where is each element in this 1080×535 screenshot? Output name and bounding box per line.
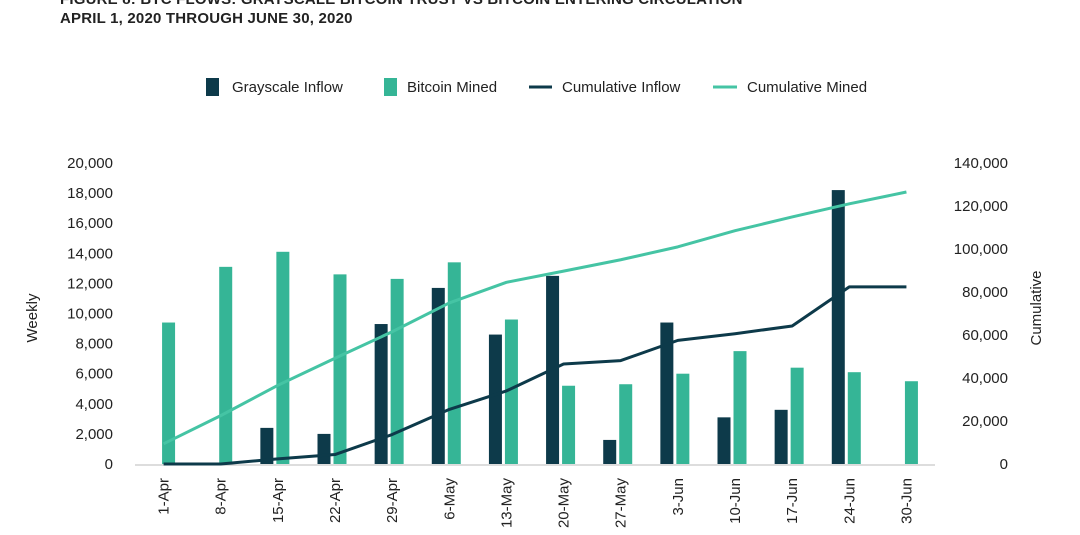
x-tick-label: 3-Jun xyxy=(670,478,687,516)
legend-swatch-bitcoin-mined xyxy=(384,78,397,96)
legend-swatch-grayscale-inflow xyxy=(206,78,219,96)
legend-label-cumulative-inflow: Cumulative Inflow xyxy=(562,79,681,96)
y2-axis-title: Cumulative xyxy=(1028,270,1045,345)
y-tick-label: 14,000 xyxy=(67,245,113,262)
y-tick-label: 6,000 xyxy=(75,366,113,383)
bar-grayscale-inflow xyxy=(774,409,788,464)
line-cumulative-inflow xyxy=(163,285,907,466)
y-tick-label: 8,000 xyxy=(75,336,113,353)
bar-bitcoin-mined xyxy=(790,367,804,464)
bar-grayscale-inflow xyxy=(374,324,388,464)
x-tick-label: 17-Jun xyxy=(784,478,801,524)
y-tick-label: 16,000 xyxy=(67,215,113,232)
bar-bitcoin-mined xyxy=(390,278,404,464)
x-tick-label: 22-Apr xyxy=(327,478,344,523)
x-tick-label: 20-May xyxy=(556,478,573,529)
legend-label-cumulative-mined: Cumulative Mined xyxy=(747,79,867,96)
y2-tick-label: 0 xyxy=(1000,456,1008,473)
y2-tick-label: 40,000 xyxy=(962,370,1008,387)
bar-grayscale-inflow xyxy=(717,417,731,464)
y-tick-label: 4,000 xyxy=(75,396,113,413)
x-tick-label: 15-Apr xyxy=(270,478,287,523)
bar-bitcoin-mined xyxy=(162,322,176,464)
bar-grayscale-inflow xyxy=(431,287,445,464)
bar-bitcoin-mined xyxy=(904,381,918,464)
x-tick-label: 8-Apr xyxy=(213,478,230,515)
x-tick-label: 6-May xyxy=(441,478,458,520)
y-tick-label: 10,000 xyxy=(67,306,113,323)
y-tick-label: 12,000 xyxy=(67,275,113,292)
y-axis-title: Weekly xyxy=(24,293,41,342)
y2-tick-label: 20,000 xyxy=(962,413,1008,430)
y2-tick-label: 100,000 xyxy=(954,241,1008,258)
legend-label-bitcoin-mined: Bitcoin Mined xyxy=(407,79,497,96)
bar-grayscale-inflow xyxy=(488,334,502,464)
bar-bitcoin-mined xyxy=(847,372,861,464)
bar-bitcoin-mined xyxy=(276,251,290,464)
line-cumulative-mined xyxy=(162,190,907,446)
bar-bitcoin-mined xyxy=(562,385,576,464)
y-tick-label: 18,000 xyxy=(67,185,113,202)
bar-bitcoin-mined xyxy=(219,266,233,464)
y-tick-label: 2,000 xyxy=(75,426,113,443)
y-tick-label: 0 xyxy=(105,456,113,473)
x-tick-label: 30-Jun xyxy=(898,478,915,524)
chart-title: FIGURE 8: BTC FLOWS: GRAYSCALE BITCOIN T… xyxy=(60,0,743,8)
legend: Grayscale Inflow Bitcoin Mined Cumulativ… xyxy=(206,78,867,96)
chart-subtitle: APRIL 1, 2020 THROUGH JUNE 30, 2020 xyxy=(60,10,353,27)
bar-bitcoin-mined xyxy=(733,351,747,464)
y2-tick-label: 140,000 xyxy=(954,155,1008,172)
x-tick-label: 1-Apr xyxy=(156,478,173,515)
bar-grayscale-inflow xyxy=(317,433,331,464)
bar-grayscale-inflow xyxy=(603,439,617,464)
x-tick-label: 29-Apr xyxy=(384,478,401,523)
bar-grayscale-inflow xyxy=(260,427,274,464)
x-tick-label: 27-May xyxy=(613,478,630,529)
y-tick-label: 20,000 xyxy=(67,155,113,172)
legend-label-grayscale-inflow: Grayscale Inflow xyxy=(232,79,343,96)
bar-grayscale-inflow xyxy=(660,322,674,464)
bar-bitcoin-mined xyxy=(619,384,633,464)
y2-tick-label: 120,000 xyxy=(954,198,1008,215)
x-tick-label: 13-May xyxy=(498,478,515,529)
y2-tick-label: 80,000 xyxy=(962,284,1008,301)
x-tick-label: 10-Jun xyxy=(727,478,744,524)
bar-grayscale-inflow xyxy=(831,190,845,464)
bar-bitcoin-mined xyxy=(447,262,461,464)
bar-bitcoin-mined xyxy=(504,319,518,464)
bar-bitcoin-mined xyxy=(676,373,690,464)
x-tick-label: 24-Jun xyxy=(841,478,858,524)
bar-bitcoin-mined xyxy=(333,274,347,464)
y2-tick-label: 60,000 xyxy=(962,327,1008,344)
